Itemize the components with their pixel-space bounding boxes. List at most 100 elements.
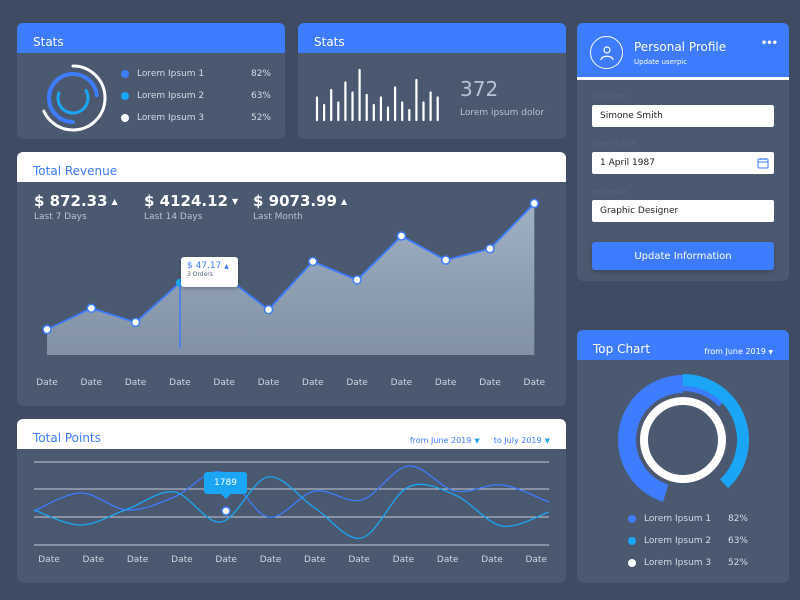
legend-label: Lorem Ipsum 1	[644, 514, 712, 524]
top-chart-donut	[618, 374, 749, 502]
tooltip-sub: 3 Orders	[187, 271, 213, 278]
stats-card-donut: Stats Lorem Ipsum 1 82% Lorem Ipsum 2 63…	[17, 23, 285, 139]
x-tick-label: Date	[36, 378, 58, 388]
data-point	[86, 303, 97, 313]
revenue-stat: $ 4124.12 ▼ Last 14 Days	[144, 192, 238, 222]
data-point	[263, 304, 274, 315]
points-line-chart	[33, 461, 550, 546]
to-date-dropdown[interactable]: to July 2019 ▼	[494, 436, 550, 445]
caret-down-icon: ▼	[474, 437, 480, 445]
x-tick-label: Date	[126, 555, 149, 565]
calendar-icon[interactable]	[757, 157, 769, 169]
stats-bar-sparkline	[315, 68, 439, 122]
x-tick-label: Date	[392, 555, 415, 565]
revenue-value: $ 872.33 ▲	[34, 192, 118, 210]
caret-up-icon: ▲	[111, 197, 118, 206]
birth-date-value: 1 April 1987	[600, 158, 655, 168]
legend-label: Lorem Ipsum 2	[137, 91, 205, 101]
caret-down-icon: ▼	[544, 437, 550, 445]
x-tick-label: Date	[434, 378, 457, 388]
x-tick-label: Date	[481, 555, 503, 565]
birth-date-field[interactable]: 1 April 1987	[592, 152, 774, 174]
legend-percent: 63%	[250, 91, 271, 101]
x-tick-label: Date	[82, 555, 105, 565]
full-name-group: Full Name Simone Smith	[592, 93, 774, 127]
legend-percent: 82%	[250, 69, 271, 79]
legend-label: Lorem Ipsum 3	[644, 558, 712, 568]
revenue-amount: $ 9073.99	[253, 192, 337, 210]
field-label: Full Name	[592, 93, 627, 101]
x-tick-label: Date	[304, 555, 326, 565]
avatar[interactable]	[590, 36, 623, 69]
data-point	[42, 324, 52, 335]
caret-down-icon: ▼	[231, 197, 239, 206]
profile-subtitle[interactable]: Update userpic	[634, 58, 688, 66]
legend-percent: 63%	[727, 536, 748, 546]
legend-percent: 82%	[727, 514, 748, 524]
stats-legend: Lorem Ipsum 1 82% Lorem Ipsum 2 63% Lore…	[121, 63, 271, 129]
caret-up-icon: ▲	[224, 263, 229, 270]
top-chart-range: from June 2019	[704, 347, 766, 356]
profile-card: Personal Profile Update userpic ••• Full…	[577, 23, 789, 281]
data-point	[529, 198, 540, 209]
update-information-button[interactable]: Update Information	[592, 242, 774, 270]
field-label: Date of Birth	[592, 140, 637, 148]
more-options-icon[interactable]: •••	[760, 38, 778, 49]
legend-item: Lorem Ipsum 2 63%	[628, 530, 748, 552]
data-point	[440, 255, 451, 265]
revenue-amount: $ 4124.12	[144, 192, 228, 210]
x-tick-label: Date	[348, 555, 370, 565]
legend-dot	[121, 92, 129, 100]
profile-title: Personal Profile	[634, 40, 727, 54]
top-chart-header: Top Chart from June 2019 ▼	[577, 330, 789, 360]
revenue-value: $ 9073.99 ▲	[253, 192, 347, 210]
revenue-value: $ 4124.12 ▼	[144, 192, 238, 210]
x-tick-label: Date	[171, 555, 193, 565]
legend-item: Lorem Ipsum 1 82%	[628, 508, 748, 530]
top-chart-range-dropdown[interactable]: from June 2019 ▼	[704, 347, 773, 356]
points-header: Total Points from June 2019 ▼ to July 201…	[17, 419, 566, 449]
legend-item: Lorem Ipsum 3 52%	[628, 552, 748, 574]
highlighted-data-point	[221, 506, 231, 516]
x-tick-label: Date	[390, 378, 413, 388]
legend-dot	[121, 114, 129, 122]
user-icon	[599, 45, 614, 60]
x-tick-label: Date	[80, 378, 103, 388]
stats-ring-chart	[39, 64, 107, 132]
profession-group: Profession Graphic Designer	[592, 188, 774, 222]
revenue-area-chart	[42, 198, 540, 355]
field-label: Profession	[592, 188, 628, 196]
x-tick-label: Date	[523, 378, 546, 388]
x-tick-label: Date	[169, 378, 191, 388]
legend-percent: 52%	[250, 113, 271, 123]
to-date-label: to July 2019	[493, 436, 542, 445]
caret-down-icon: ▼	[768, 349, 773, 356]
points-range-group: from June 2019 ▼ to July 2019 ▼	[396, 436, 550, 445]
series-line-2	[33, 476, 550, 539]
points-title: Total Points	[33, 431, 101, 445]
profession-field[interactable]: Graphic Designer	[592, 200, 774, 222]
x-tick-label: Date	[302, 378, 324, 388]
x-tick-label: Date	[213, 378, 235, 388]
legend-label: Lorem Ipsum 1	[137, 69, 205, 79]
slice-lorem-ipsum-2	[682, 374, 749, 489]
revenue-title: Total Revenue	[33, 164, 118, 178]
data-point	[130, 317, 141, 328]
legend-dot	[628, 559, 636, 567]
from-date-dropdown[interactable]: from June 2019 ▼	[410, 436, 480, 445]
revenue-header: Total Revenue	[17, 152, 566, 182]
x-tick-label: Date	[124, 378, 147, 388]
tooltip-value-row: $ 47.17 ▲	[187, 261, 232, 271]
x-tick-label: Date	[38, 555, 60, 565]
full-name-field[interactable]: Simone Smith	[592, 105, 774, 127]
x-tick-label: Date	[215, 555, 237, 565]
legend-item: Lorem Ipsum 2 63%	[121, 85, 271, 107]
x-tick-label: Date	[436, 555, 459, 565]
legend-item: Lorem Ipsum 1 82%	[121, 63, 271, 85]
birth-date-group: Date of Birth 1 April 1987	[592, 140, 774, 174]
revenue-amount: $ 872.33	[34, 192, 108, 210]
points-tooltip: 1789	[204, 472, 247, 499]
stats-caption: Lorem ipsum dolor	[460, 108, 545, 118]
revenue-line	[46, 202, 535, 331]
revenue-stat: $ 9073.99 ▲ Last Month	[253, 192, 347, 222]
